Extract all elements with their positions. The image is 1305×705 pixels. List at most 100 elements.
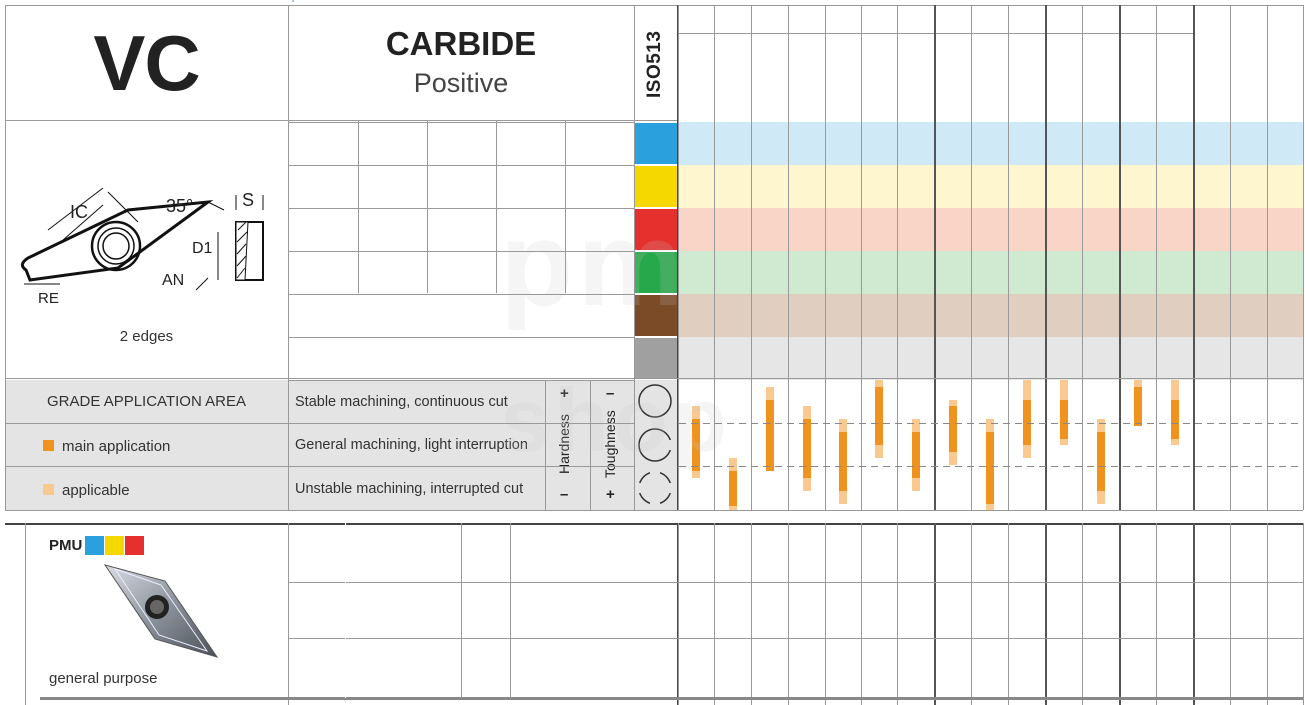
dashed-line: [1087, 466, 1094, 467]
grade-recommended-mark: [825, 585, 861, 640]
dashed-line: [1087, 423, 1094, 424]
dashed-line: [727, 466, 734, 467]
applicable-bar: [802, 477, 811, 491]
applicable-bar: [911, 477, 920, 491]
grade-jc9010: [864, 38, 895, 116]
dashed-line: [1147, 466, 1154, 467]
dashed-line: [919, 466, 926, 467]
cutting-speed-cell: [1119, 122, 1156, 165]
dashed-line: [703, 466, 710, 467]
grid-line: [427, 120, 428, 293]
main-application-bar: [1096, 432, 1105, 491]
an-label: AN: [162, 272, 185, 289]
grid-line: [590, 380, 591, 510]
grade-alternative-mark: [971, 640, 1008, 698]
main-application-swatch: [43, 440, 54, 451]
dim-header-d1: [496, 122, 565, 165]
dashed-line: [787, 423, 794, 424]
main-application-bar: [948, 406, 957, 452]
grid-line: [1230, 5, 1231, 510]
grade-recommended-mark: [825, 525, 861, 583]
dashed-line: [1183, 423, 1190, 424]
grid-line: [897, 5, 898, 510]
grid-line: [496, 120, 497, 293]
cutting-speed-cell: [861, 165, 897, 208]
dashed-line: [1075, 423, 1082, 424]
dim-header-ic: [358, 122, 427, 165]
application-area-bg: [5, 380, 678, 510]
cut-type-icons: [637, 384, 673, 506]
grid-line: [5, 5, 1303, 6]
grid-line: [1303, 5, 1304, 510]
dashed-line: [1267, 466, 1274, 467]
grade-jc9025: [900, 38, 931, 116]
shape-label: Positive: [413, 68, 509, 99]
dashed-line: [1039, 423, 1046, 424]
grade-ju4015: [1122, 38, 1153, 116]
grade-jp5015: [937, 38, 968, 116]
grade-recommended-mark: [897, 585, 934, 640]
grid-line: [5, 423, 635, 424]
dashed-line: [1255, 423, 1262, 424]
grade-ju6010: [1048, 38, 1079, 116]
applicable-bar: [1170, 438, 1179, 445]
applicable-bar: [948, 451, 957, 465]
dashed-line: [1243, 466, 1250, 467]
dashed-line: [1183, 466, 1190, 467]
grid-line: [971, 523, 972, 705]
iso-tag-k: [125, 536, 144, 555]
dashed-line: [1027, 423, 1034, 424]
cutting-speed-cell: [971, 165, 1008, 208]
grid-line: [510, 523, 511, 698]
dashed-line: [847, 423, 854, 424]
grid-line: [5, 120, 678, 121]
dashed-line: [943, 466, 950, 467]
grade-recommended-mark: [678, 525, 714, 583]
dim-size: [288, 208, 358, 251]
general-purpose-label: general purpose: [49, 670, 158, 687]
applicable-bar: [985, 503, 994, 510]
dashed-line: [787, 466, 794, 467]
iso-standard-label: ISO513: [644, 30, 665, 98]
iso-row-bg-n: [678, 251, 1303, 294]
edges-label: 2 edges: [119, 327, 174, 345]
grade-jp4020: [1159, 38, 1190, 116]
applicable-bar: [1133, 380, 1142, 387]
grade-family-1: [934, 8, 1045, 32]
grid-line: [288, 582, 1303, 583]
cutting-speed-cell: [934, 122, 971, 165]
grid-line: [825, 5, 826, 510]
dashed-line: [1135, 423, 1142, 424]
plus-hardness: +: [560, 385, 569, 402]
dashed-line: [979, 423, 986, 424]
grid-line: [288, 122, 634, 123]
d1-label: D1: [192, 240, 213, 257]
vc-insert-diagram: [20, 187, 264, 291]
dashed-line: [895, 423, 902, 424]
dashed-line: [715, 423, 722, 424]
dashed-line: [931, 466, 938, 467]
dashed-line: [823, 466, 830, 467]
grid-line: [714, 5, 715, 510]
cutting-speed-cell: [971, 122, 1008, 165]
dim-header-an: [565, 122, 634, 165]
condition-stable: Stable machining, continuous cut: [295, 394, 508, 410]
dashed-line: [871, 466, 878, 467]
dashed-line: [931, 423, 938, 424]
dashed-line: [751, 466, 758, 467]
grid-line: [40, 697, 1303, 700]
dashed-line: [1171, 466, 1178, 467]
cutting-speed-cell: [1008, 251, 1045, 294]
dashed-line: [1027, 466, 1034, 467]
dashed-line: [991, 423, 998, 424]
main-application-label: main application: [62, 437, 171, 455]
grid-line: [288, 337, 634, 338]
dashed-line: [991, 466, 998, 467]
grade-recommended-mark: [825, 640, 861, 698]
applicable-bar: [802, 406, 811, 419]
grid-line: [1156, 5, 1157, 510]
dashed-line: [775, 423, 782, 424]
grid-line: [714, 523, 715, 705]
grade-jc7020: [717, 38, 748, 116]
dashed-line: [967, 466, 974, 467]
